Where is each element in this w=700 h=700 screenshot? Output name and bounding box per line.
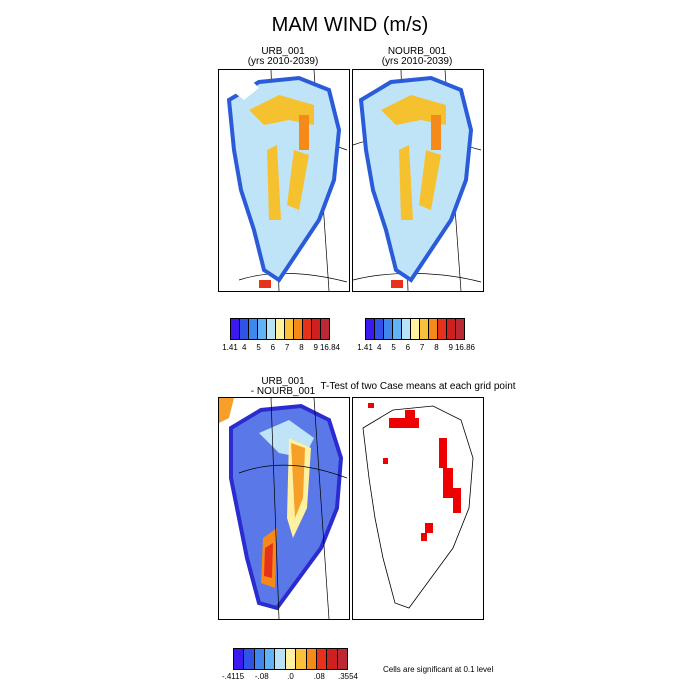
colorbar-tick-label: 1.41 — [222, 343, 238, 352]
map-nourb-svg — [353, 70, 482, 291]
colorbar-diff — [233, 648, 348, 670]
panel-ttest-title: T-Test of two Case means at each grid po… — [320, 381, 516, 392]
colorbar-tick-label: 1.41 — [357, 343, 373, 352]
colorbar-tick-label: -.08 — [254, 672, 269, 681]
colorbar-swatch — [447, 319, 456, 339]
colorbar-swatch — [420, 319, 429, 339]
colorbar-urb-labels: 1.41 4 5 6 7 8 9 16.84 — [222, 343, 340, 355]
colorbar-tick-label: 16.86 — [454, 343, 476, 352]
panel-urb-title-line1: URB_001 — [261, 46, 305, 57]
colorbar-swatch — [296, 649, 307, 669]
sig-cell — [443, 468, 453, 498]
colorbar-swatch — [303, 319, 312, 339]
panel-urb-title: URB_001 (yrs 2010-2039) — [218, 47, 348, 67]
colorbar-swatch — [276, 319, 285, 339]
colorbar-tick-label: 4 — [377, 343, 382, 352]
figure-title: MAM WIND (m/s) — [271, 14, 429, 36]
colorbar-tick-label: 9 — [313, 343, 318, 352]
colorbar-diff-labels: -.4115 -.08 .0 .08 .3554 — [222, 672, 358, 684]
panel-nourb-title: NOURB_001 (yrs 2010-2039) — [352, 47, 482, 67]
sig-cell — [368, 403, 374, 408]
colorbar-swatch — [393, 319, 402, 339]
colorbar-tick-label: 16.84 — [319, 343, 341, 352]
colorbar-tick-label: 7 — [419, 343, 425, 352]
map-panel-urb — [218, 69, 350, 292]
colorbar-tick-label: 9 — [448, 343, 453, 352]
sig-cell — [439, 438, 447, 468]
colorbar-tick-label: 7 — [284, 343, 290, 352]
colorbar-swatch — [337, 649, 347, 669]
colorbar-swatch — [402, 319, 411, 339]
colorbar-swatch — [285, 649, 297, 669]
panel-urb-title-line2: (yrs 2010-2039) — [247, 56, 319, 67]
colorbar-tick-label: 5 — [391, 343, 396, 352]
sig-cell — [421, 533, 427, 541]
colorbar-tick-label: 8 — [299, 343, 304, 352]
colorbar-tick-label: .3554 — [337, 672, 359, 681]
panel-diff-title-line2: - NOURB_001 — [250, 386, 316, 397]
colorbar-diff-swatches — [233, 648, 348, 670]
colorbar-tick-label: 4 — [242, 343, 247, 352]
panel-nourb-title-line2: (yrs 2010-2039) — [381, 56, 453, 67]
colorbar-swatch — [258, 319, 267, 339]
map-urb-svg — [226, 70, 348, 291]
sig-cell — [405, 410, 415, 418]
colorbar-tick-label: -.4115 — [221, 672, 245, 681]
significance-note: Cells are significant at 0.1 level — [383, 665, 494, 674]
colorbar-swatch — [384, 319, 393, 339]
colorbar-swatch — [327, 649, 338, 669]
colorbar-swatch — [366, 319, 375, 339]
colorbar-swatch — [254, 649, 266, 669]
colorbar-nourb-labels: 1.41 4 5 6 7 8 9 16.86 — [357, 343, 475, 355]
colorbar-swatch — [249, 319, 258, 339]
colorbar-swatch — [411, 319, 420, 339]
colorbar-swatch — [265, 649, 276, 669]
sig-cell — [389, 418, 419, 428]
colorbar-swatch — [312, 319, 321, 339]
sig-cell — [383, 458, 388, 464]
colorbar-tick-label: 8 — [434, 343, 439, 352]
sig-cell — [425, 523, 433, 533]
colorbar-swatch — [240, 319, 249, 339]
colorbar-tick-label: .08 — [313, 672, 325, 681]
colorbar-tick-label: 5 — [256, 343, 261, 352]
colorbar-nourb — [365, 318, 465, 340]
colorbar-nourb-swatches — [365, 318, 465, 340]
panel-diff-title: URB_001 - NOURB_001 — [218, 377, 348, 397]
colorbar-swatch — [267, 319, 276, 339]
colorbar-swatch — [244, 649, 255, 669]
map-panel-diff — [218, 397, 350, 620]
sig-cell — [453, 488, 461, 513]
colorbar-swatch — [306, 649, 317, 669]
colorbar-swatch — [375, 319, 384, 339]
panel-nourb-title-line1: NOURB_001 — [387, 46, 447, 57]
map-diff-svg — [219, 398, 348, 619]
colorbar-swatch — [456, 319, 464, 339]
colorbar-urb — [230, 318, 330, 340]
colorbar-swatch — [294, 319, 303, 339]
colorbar-swatch — [429, 319, 438, 339]
colorbar-tick-label: 6 — [270, 343, 276, 352]
map-panel-nourb — [352, 69, 484, 292]
map-ttest-svg — [362, 403, 474, 609]
colorbar-swatch — [438, 319, 447, 339]
colorbar-swatch — [316, 649, 328, 669]
panel-diff-title-line1: URB_001 — [261, 376, 305, 387]
colorbar-tick-label: 6 — [405, 343, 411, 352]
colorbar-tick-label: .0 — [287, 672, 294, 681]
colorbar-swatch — [231, 319, 240, 339]
colorbar-swatch — [234, 649, 245, 669]
colorbar-swatch — [285, 319, 294, 339]
map-panel-ttest — [352, 397, 484, 620]
colorbar-swatch — [275, 649, 286, 669]
colorbar-urb-swatches — [230, 318, 330, 340]
colorbar-swatch — [321, 319, 329, 339]
